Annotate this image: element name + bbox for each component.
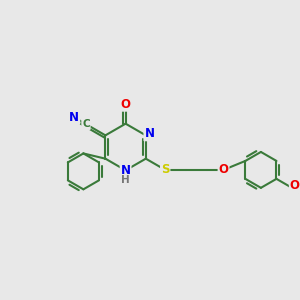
- Text: C: C: [82, 119, 90, 129]
- Text: N: N: [144, 128, 154, 140]
- Text: N: N: [69, 111, 79, 124]
- Text: O: O: [290, 179, 300, 192]
- Text: S: S: [161, 164, 170, 176]
- Text: O: O: [121, 98, 130, 111]
- Text: H: H: [121, 175, 130, 185]
- Text: N: N: [121, 164, 130, 177]
- Text: O: O: [218, 164, 229, 176]
